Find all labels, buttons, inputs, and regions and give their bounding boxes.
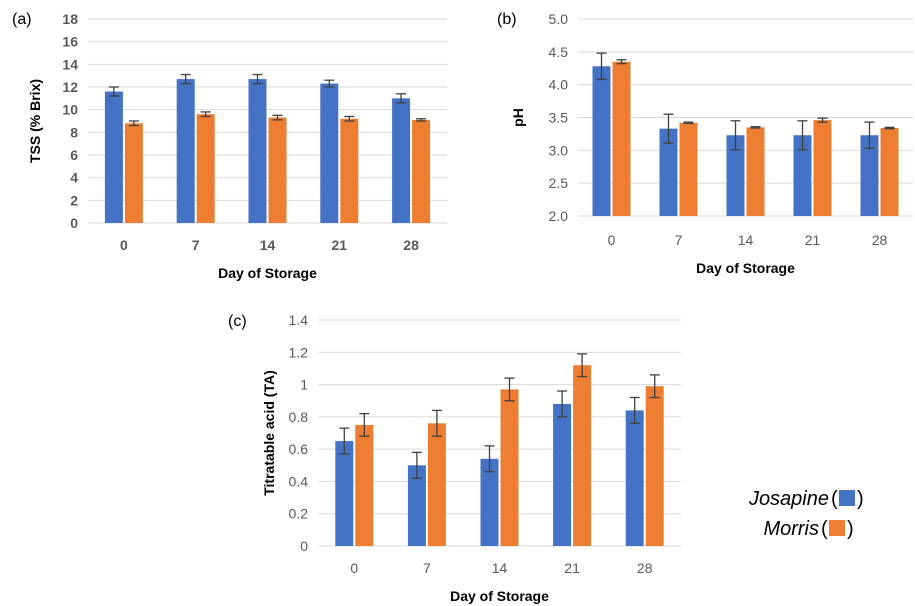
bar-josapine-day-7 [176, 79, 195, 223]
bar-josapine-day-0 [104, 91, 123, 224]
bar-josapine-day-7 [659, 128, 678, 216]
legend-label-morris: Morris [763, 518, 819, 540]
bar-josapine-day-0 [335, 441, 354, 546]
y-tick-label: 1.2 [289, 344, 309, 360]
y-tick-label: 0 [70, 215, 78, 231]
bar-morris-day-28 [880, 128, 899, 216]
y-tick-label: 14 [62, 56, 78, 72]
x-tick-label: 0 [608, 232, 616, 248]
bar-morris-day-0 [124, 123, 143, 223]
x-tick-label: 14 [492, 560, 508, 576]
y-tick-label: 2 [70, 192, 78, 208]
x-tick-label: 14 [738, 232, 754, 248]
x-tick-label: 14 [260, 237, 276, 253]
bar-josapine-day-28 [392, 98, 411, 223]
bar-morris-day-14 [268, 117, 287, 223]
bar-josapine-day-21 [793, 135, 812, 216]
y-tick-label: 0.6 [289, 441, 309, 457]
bar-morris-day-7 [679, 122, 698, 216]
x-tick-label: 21 [805, 232, 821, 248]
x-tick-label: 21 [332, 237, 348, 253]
y-tick-label: 16 [62, 34, 78, 50]
panel-label: (b) [497, 11, 517, 28]
bar-morris-day-28 [645, 386, 664, 546]
x-axis-title: Day of Storage [218, 265, 317, 281]
y-tick-label: 2.0 [549, 208, 569, 224]
bar-morris-day-14 [746, 127, 765, 216]
chart-panel-2: (c) 0 0.2 0.4 0.6 0.8 1 1.2 1.4 0 7 14 21 28 Day of St… [228, 312, 681, 604]
bar-morris-day-7 [196, 114, 215, 223]
y-tick-label: 2.5 [549, 175, 569, 191]
y-axis-title: Titratable acid (TA) [261, 370, 277, 496]
bar-josapine-day-7 [407, 465, 426, 546]
y-tick-label: 4 [70, 170, 78, 186]
legend-swatch-morris [829, 520, 845, 536]
y-tick-label: 4.5 [549, 44, 569, 60]
x-tick-label: 7 [192, 237, 200, 253]
y-tick-label: 12 [62, 79, 78, 95]
legend-paren-close: ) [847, 518, 854, 540]
y-tick-label: 3.0 [549, 142, 569, 158]
panel-label: (a) [12, 11, 32, 28]
x-tick-label: 28 [637, 560, 653, 576]
bar-josapine-day-28 [860, 135, 879, 216]
y-tick-label: 6 [70, 147, 78, 163]
bar-morris-day-21 [573, 365, 592, 546]
bar-josapine-day-28 [625, 410, 644, 546]
y-tick-label: 0.2 [289, 506, 309, 522]
x-tick-label: 0 [120, 237, 128, 253]
bar-morris-day-0 [355, 424, 374, 546]
chart-panel-1: (b) 2.0 2.5 3.0 3.5 4.0 4.5 5.0 0 7 14 21 28 Day of S… [497, 11, 913, 276]
bar-morris-day-28 [412, 119, 431, 223]
bar-josapine-day-21 [553, 403, 572, 546]
bar-josapine-day-0 [592, 66, 611, 216]
y-tick-label: 0.4 [289, 473, 309, 489]
x-axis-title: Day of Storage [696, 260, 795, 276]
y-tick-label: 1.4 [289, 312, 309, 328]
x-tick-label: 0 [350, 560, 358, 576]
legend-paren-open: ( [821, 518, 828, 540]
panel-label: (c) [228, 313, 247, 330]
y-tick-label: 4.0 [549, 77, 569, 93]
chart-panel-0: (a) 0 2 4 6 8 10 12 14 16 18 0 7 14 21 28 Day of Storage… [12, 11, 447, 281]
x-axis-title: Day of Storage [450, 588, 549, 604]
x-tick-label: 7 [423, 560, 431, 576]
x-tick-label: 21 [564, 560, 580, 576]
y-tick-label: 3.5 [549, 110, 569, 126]
x-tick-label: 7 [675, 232, 683, 248]
y-axis-title: pH [510, 108, 526, 127]
legend-paren-close: ) [857, 488, 864, 510]
y-tick-label: 8 [70, 124, 78, 140]
x-tick-label: 28 [403, 237, 419, 253]
y-tick-label: 0 [300, 538, 308, 554]
bar-josapine-day-14 [726, 135, 745, 216]
x-tick-label: 28 [872, 232, 888, 248]
bar-josapine-day-21 [320, 83, 339, 223]
y-axis-title: TSS (% Brix) [27, 79, 43, 163]
legend: Josapine()Morris() [748, 488, 864, 540]
y-tick-label: 5.0 [549, 11, 569, 27]
bar-morris-day-21 [340, 118, 359, 223]
bar-josapine-day-14 [480, 458, 499, 546]
bar-morris-day-21 [813, 120, 832, 216]
y-tick-label: 10 [62, 102, 78, 118]
legend-swatch-josapine [839, 490, 855, 506]
legend-label-josapine: Josapine [748, 488, 829, 510]
bar-josapine-day-14 [248, 79, 267, 223]
bar-morris-day-14 [500, 389, 519, 546]
legend-paren-open: ( [831, 488, 838, 510]
y-tick-label: 1 [300, 377, 308, 393]
y-tick-label: 0.8 [289, 409, 309, 425]
bar-morris-day-7 [427, 423, 446, 546]
bar-morris-day-0 [612, 61, 631, 216]
y-tick-label: 18 [62, 11, 78, 27]
